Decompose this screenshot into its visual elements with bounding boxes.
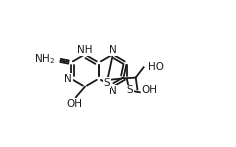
Text: HO: HO bbox=[148, 62, 164, 72]
Text: OH: OH bbox=[141, 85, 157, 95]
Text: NH$_2$: NH$_2$ bbox=[34, 52, 55, 66]
Text: NH: NH bbox=[77, 45, 93, 55]
Text: OH: OH bbox=[67, 100, 83, 110]
Text: S: S bbox=[104, 78, 110, 88]
Text: N: N bbox=[64, 74, 72, 84]
Text: S: S bbox=[126, 85, 133, 95]
Text: N: N bbox=[109, 86, 116, 96]
Text: N: N bbox=[109, 45, 116, 55]
